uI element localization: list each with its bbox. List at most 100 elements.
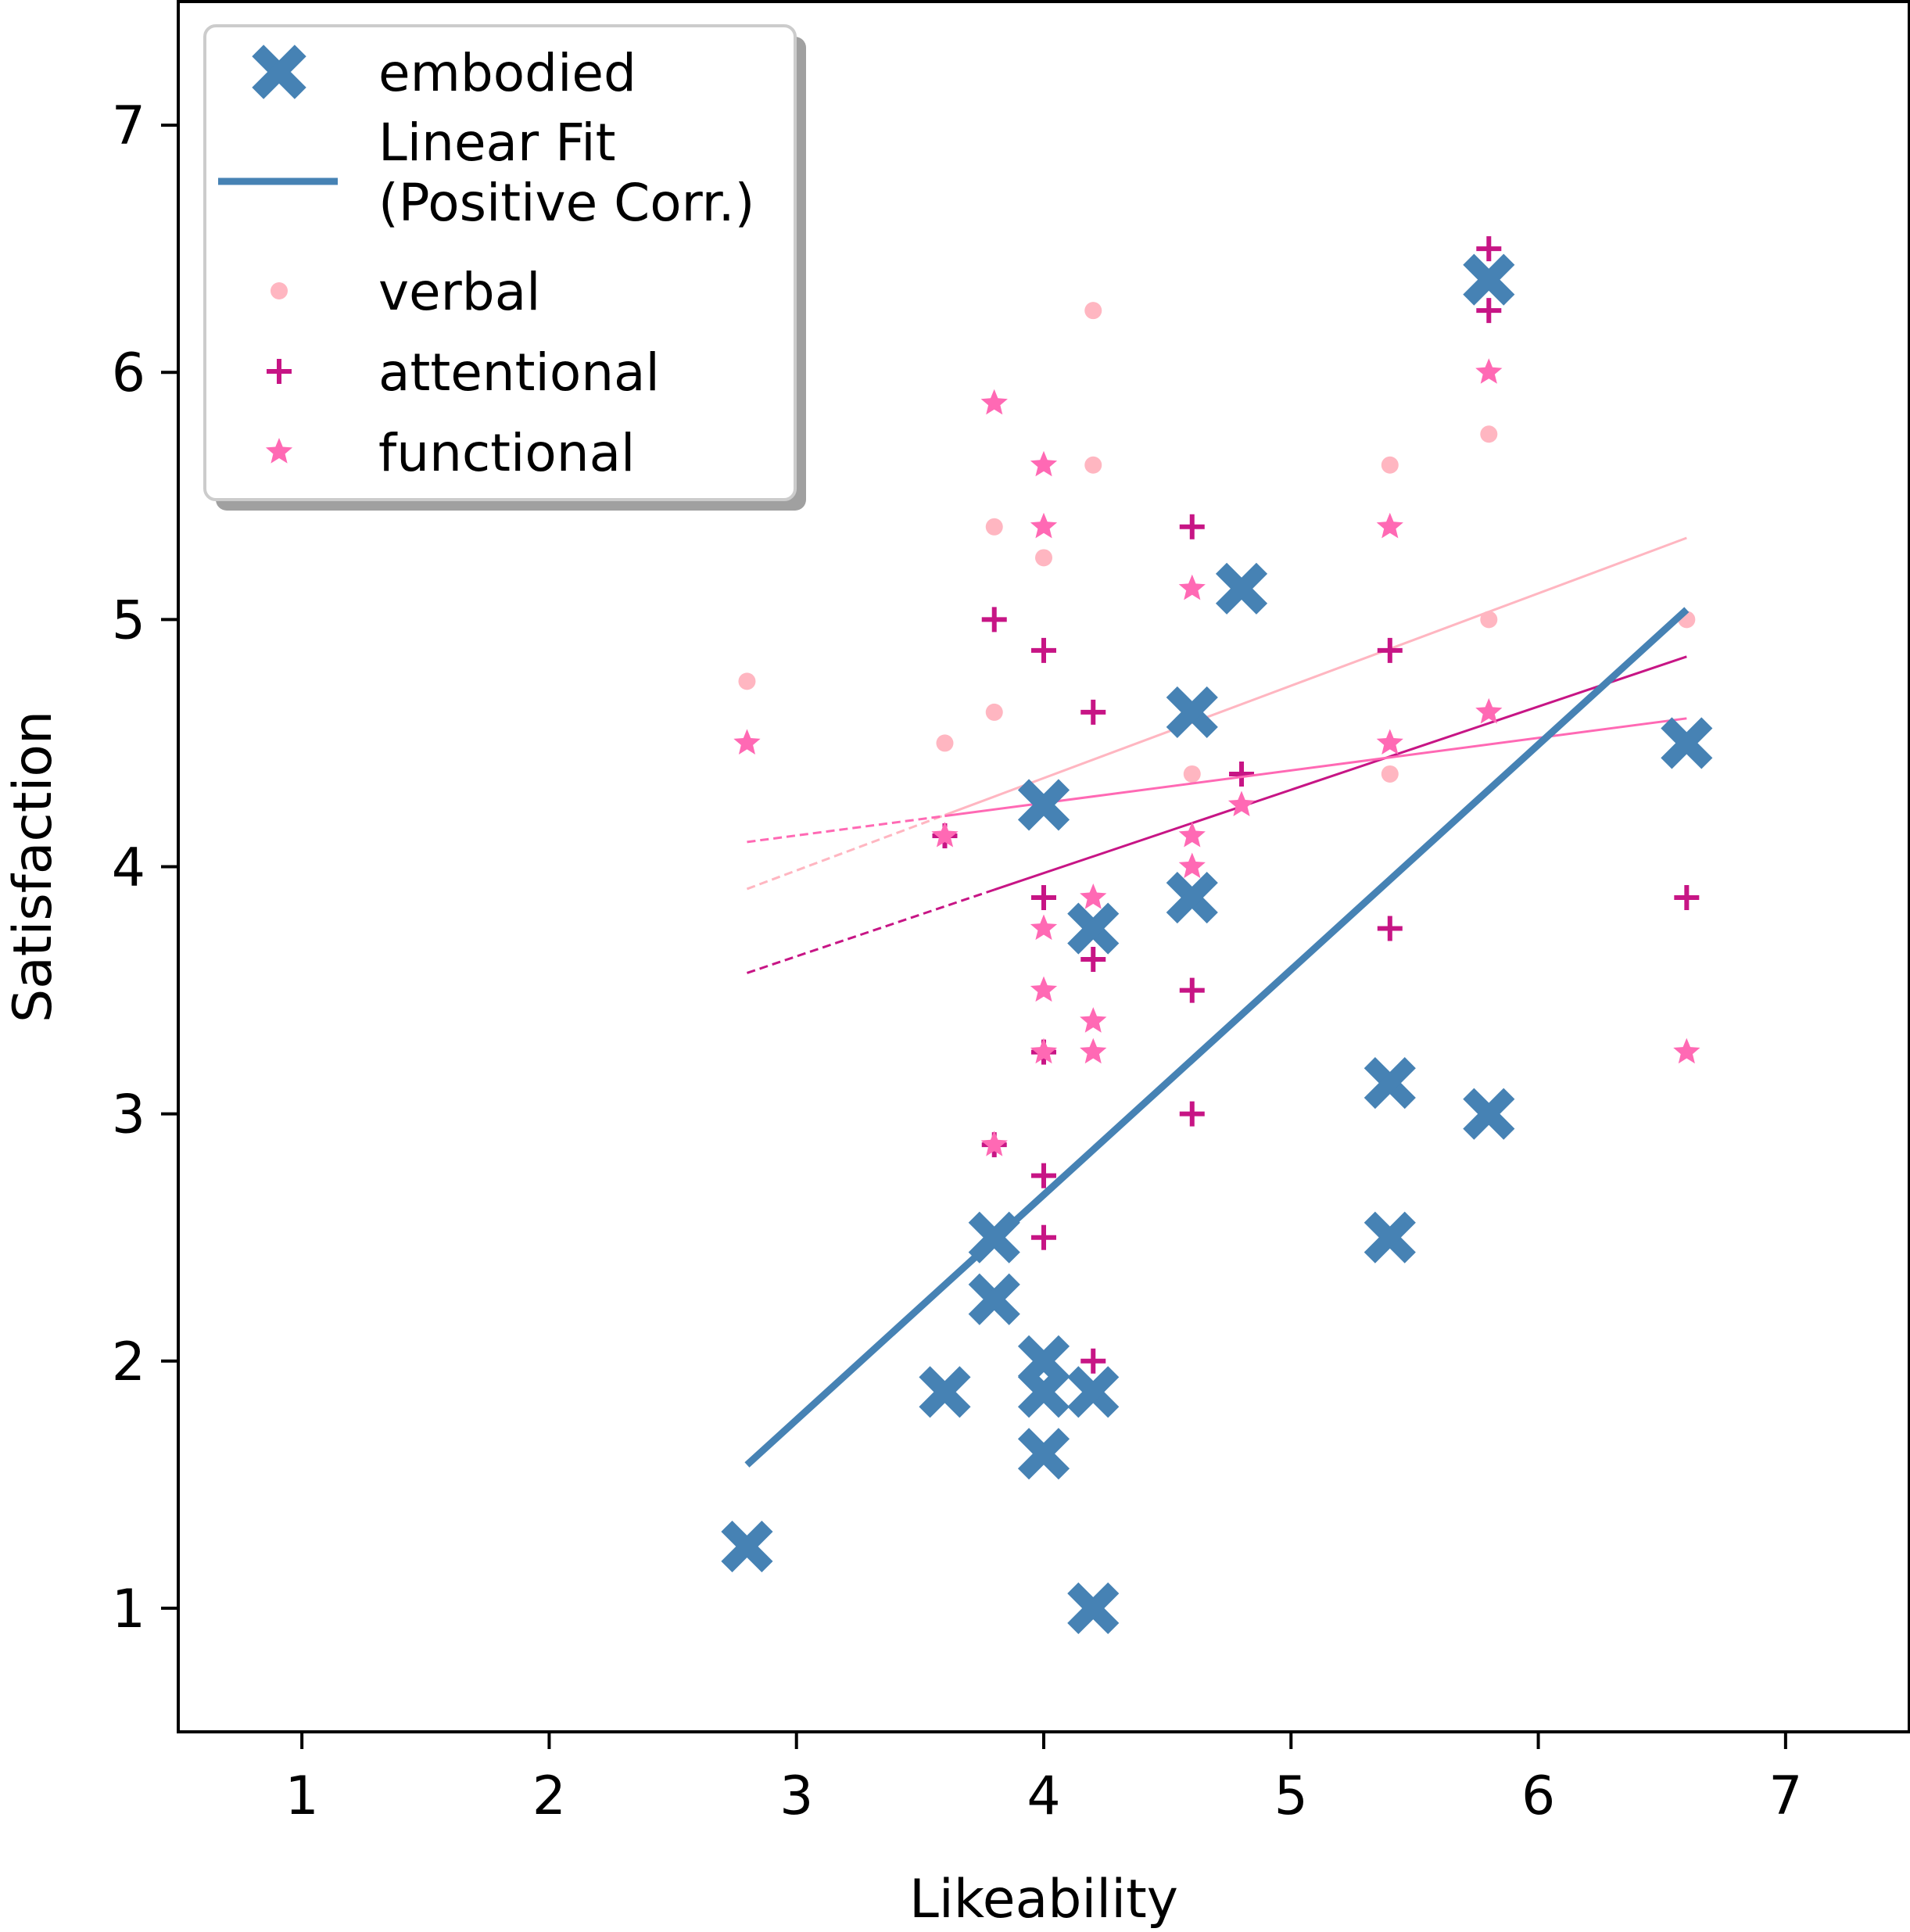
embodied-point xyxy=(1017,779,1070,831)
verbal-point xyxy=(985,518,1003,536)
functional-point xyxy=(980,1131,1008,1156)
attentional-point xyxy=(1031,637,1056,663)
embodied-point xyxy=(1067,1366,1120,1418)
legend-label-embodied: embodied xyxy=(378,43,636,103)
functional-point xyxy=(1080,1007,1107,1033)
attentional-point xyxy=(1080,1348,1106,1374)
verbal-point xyxy=(1381,456,1399,474)
functional-point xyxy=(1030,1038,1058,1064)
functional-point xyxy=(1178,574,1206,600)
verbal-point xyxy=(1480,611,1498,629)
series-verbal xyxy=(738,302,1696,1370)
attentional-point xyxy=(1080,947,1106,973)
functional-point xyxy=(1178,822,1206,848)
functional-point xyxy=(1475,697,1503,724)
embodied-point xyxy=(1017,1366,1070,1418)
verbal-point xyxy=(1035,549,1052,567)
legend-marker-functional xyxy=(265,438,293,464)
verbal-point xyxy=(1480,425,1498,443)
fit-line-attentional-dashed xyxy=(746,888,995,974)
fit-line-verbal xyxy=(944,536,1687,816)
attentional-point xyxy=(1377,637,1403,663)
functional-point xyxy=(1227,790,1256,816)
functional-point xyxy=(1376,512,1403,539)
embodied-point xyxy=(1463,1088,1515,1140)
y-tick-label: 7 xyxy=(112,95,145,157)
embodied-point xyxy=(721,1520,773,1572)
x-tick-label: 3 xyxy=(779,1765,813,1827)
attentional-point xyxy=(1179,977,1205,1003)
embodied-point xyxy=(1017,1428,1070,1480)
y-tick-label: 2 xyxy=(112,1332,145,1393)
embodied-point xyxy=(1661,717,1713,769)
x-tick-label: 2 xyxy=(532,1765,566,1827)
series-functional xyxy=(733,358,1700,1156)
functional-point xyxy=(1030,512,1058,539)
functional-point xyxy=(1178,852,1206,879)
legend-marker-attentional xyxy=(267,359,292,384)
attentional-point xyxy=(1229,761,1255,787)
fit-line-attentional xyxy=(994,655,1687,891)
functional-point xyxy=(1030,976,1058,1002)
legend-label-attentional: attentional xyxy=(378,342,660,403)
verbal-point xyxy=(1084,456,1102,474)
verbal-point xyxy=(1183,765,1201,783)
legend: embodied Linear Fit(Positive Corr.) verbal… xyxy=(203,24,806,511)
attentional-point xyxy=(1031,885,1056,911)
y-tick-label: 3 xyxy=(112,1084,145,1146)
series-attentional xyxy=(746,236,1700,1374)
legend-label-verbal: verbal xyxy=(378,262,540,322)
x-tick-label: 1 xyxy=(285,1765,319,1827)
functional-point xyxy=(1030,450,1058,477)
fit-line-functional xyxy=(944,717,1687,818)
functional-point xyxy=(733,729,761,755)
embodied-point xyxy=(1463,253,1515,306)
y-tick-label: 5 xyxy=(112,590,145,651)
legend-label-fit: Linear Fit xyxy=(378,113,615,173)
x-tick-label: 7 xyxy=(1768,1765,1802,1827)
series-embodied xyxy=(721,253,1713,1634)
attentional-point xyxy=(1674,885,1700,911)
verbal-point xyxy=(738,672,756,690)
functional-point xyxy=(1080,884,1107,909)
embodied-point xyxy=(1166,686,1218,738)
embodied-point xyxy=(1364,1211,1416,1264)
embodied-point xyxy=(919,1366,971,1418)
embodied-point xyxy=(968,1273,1020,1325)
functional-point xyxy=(980,389,1008,415)
y-tick-label: 1 xyxy=(112,1579,145,1640)
fit-line-verbal-dashed xyxy=(746,814,946,891)
embodied-point xyxy=(968,1211,1020,1264)
verbal-point xyxy=(1084,302,1102,320)
x-tick-label: 6 xyxy=(1521,1765,1555,1827)
embodied-point xyxy=(1215,562,1268,615)
functional-point xyxy=(1376,729,1403,755)
axis-layer: 1 2 3 4 5 6 7 1 2 3 4 5 6 7 xyxy=(112,95,1803,1827)
attentional-point xyxy=(1179,1101,1205,1127)
embodied-point xyxy=(1067,902,1120,955)
attentional-point xyxy=(1476,298,1502,324)
fit-line-embodied xyxy=(744,607,1690,1468)
functional-point xyxy=(1030,914,1058,941)
functional-point xyxy=(931,822,959,848)
y-tick-label: 4 xyxy=(112,837,145,899)
attentional-point xyxy=(1476,236,1502,262)
attentional-point xyxy=(1031,1163,1056,1188)
legend-label-fit: (Positive Corr.) xyxy=(378,173,754,233)
attentional-point xyxy=(981,607,1007,633)
legend-box xyxy=(203,24,797,501)
attentional-point xyxy=(1080,699,1106,725)
legend-marker-embodied xyxy=(252,45,306,99)
verbal-point xyxy=(985,703,1003,721)
x-axis-label: Likeability xyxy=(909,1869,1178,1930)
x-tick-label: 5 xyxy=(1274,1765,1308,1827)
functional-point xyxy=(1080,1038,1107,1064)
x-tick-label: 4 xyxy=(1027,1765,1060,1827)
attentional-point xyxy=(1179,514,1205,539)
functional-point xyxy=(1673,1038,1700,1064)
y-tick-label: 6 xyxy=(112,342,145,404)
attentional-point xyxy=(1031,1224,1056,1250)
verbal-point xyxy=(936,734,954,752)
data-layer xyxy=(721,236,1713,1634)
